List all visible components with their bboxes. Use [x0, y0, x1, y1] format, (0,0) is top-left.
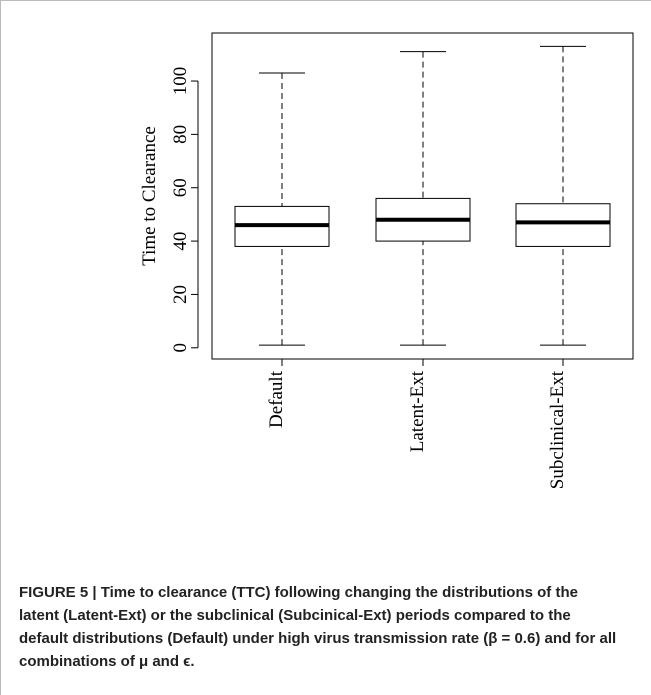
y-tick-label: 60 — [170, 178, 191, 197]
y-tick-label: 40 — [170, 232, 191, 251]
y-axis-label: Time to Clearance — [139, 126, 160, 266]
x-tick-label: Default — [266, 370, 287, 428]
x-tick-label: Latent-Ext — [407, 370, 428, 452]
x-tick-label: Subclinical-Ext — [547, 370, 568, 489]
y-tick-label: 0 — [170, 343, 191, 353]
caption: FIGURE 5 | Time to clearance (TTC) follo… — [19, 584, 617, 670]
chart: Time to Clearance 0 20 40 60 80 100 Default Lat… — [139, 32, 634, 489]
box — [515, 203, 611, 247]
y-tick-label: 20 — [170, 285, 191, 304]
y-tick-label: 100 — [170, 67, 191, 96]
y-tick-label: 80 — [170, 125, 191, 144]
